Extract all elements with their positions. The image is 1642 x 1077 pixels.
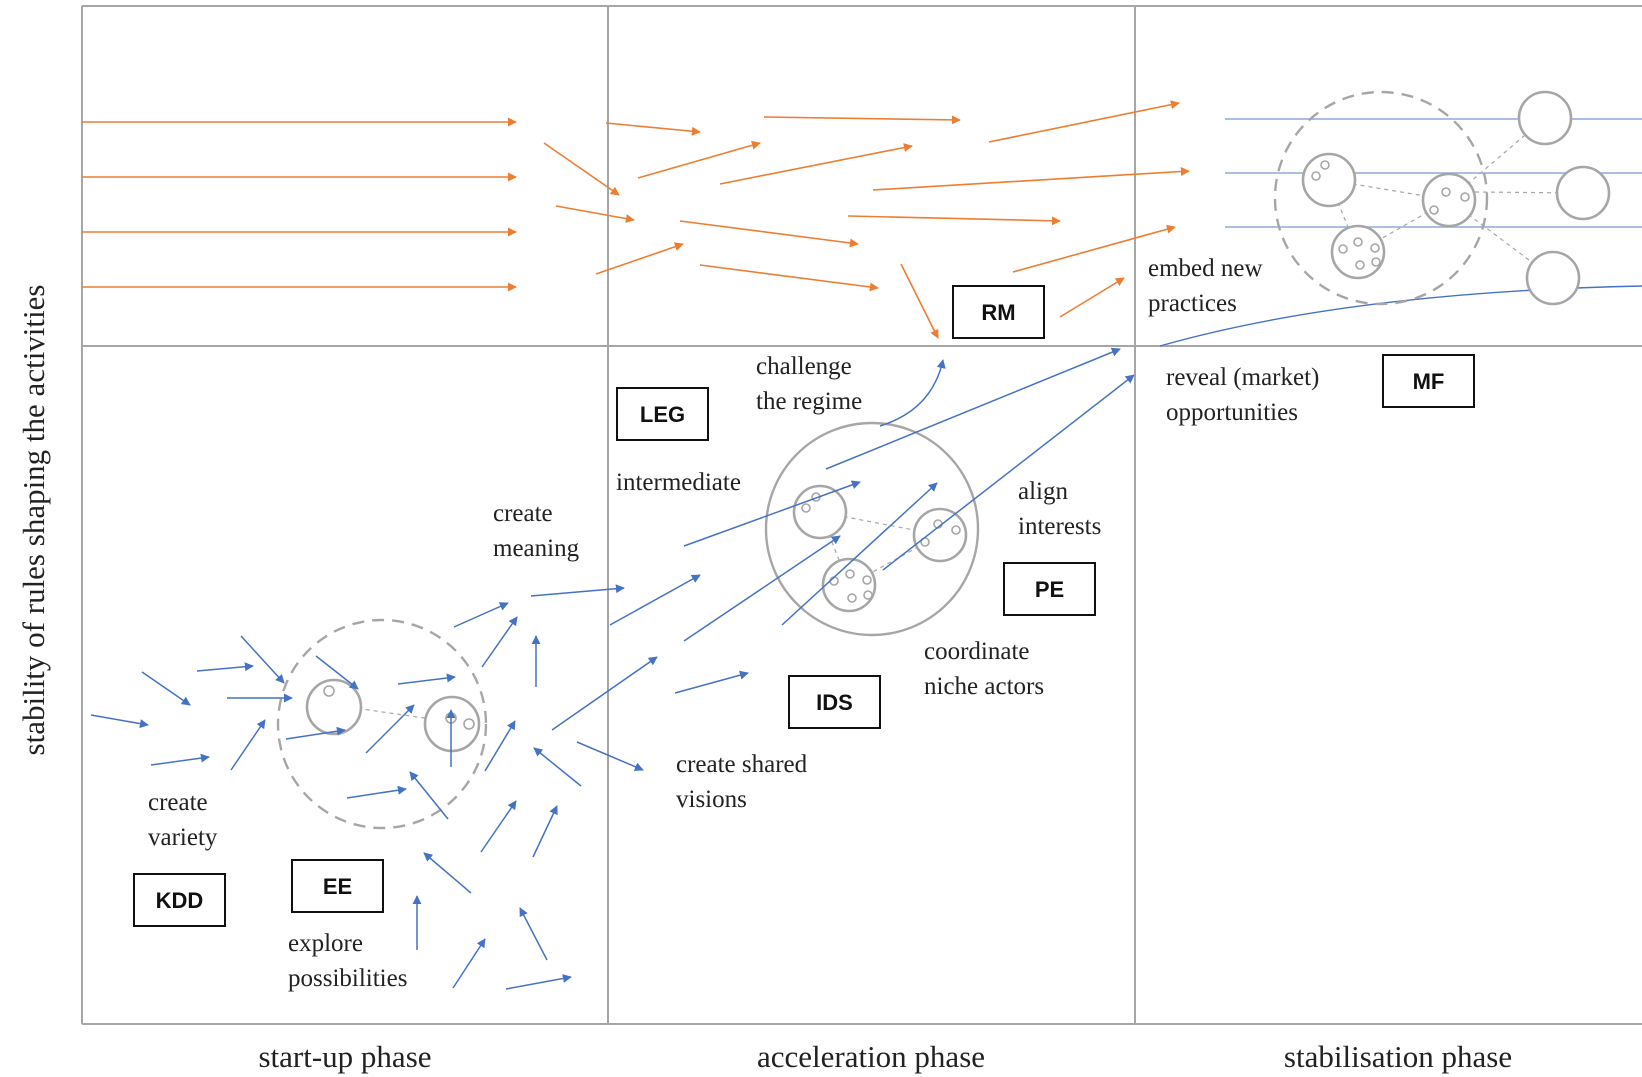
- stabilisation-cluster: [1273, 90, 1611, 306]
- regime-arrow: [595, 242, 684, 275]
- actor-circle: [1517, 90, 1573, 146]
- box-rm-label: RM: [981, 300, 1015, 325]
- regime-arrow: [763, 115, 961, 125]
- intermediate-label: intermediate: [616, 469, 741, 496]
- regime-arrow: [719, 143, 913, 185]
- regime-arrow: [988, 100, 1180, 143]
- regime-arrow: [543, 142, 620, 196]
- regime-arrows: [82, 100, 1190, 339]
- y-axis-label: stability of rules shaping the activitie…: [16, 285, 51, 756]
- grid-frame: [81, 5, 1642, 1025]
- box-leg-label: LEG: [640, 402, 685, 427]
- align-interests-line2: interests: [1018, 513, 1101, 540]
- phase-label-acceleration: acceleration phase: [757, 1039, 985, 1074]
- actor-circle: [423, 695, 481, 753]
- explore-possibilities-line1: explore: [288, 930, 363, 957]
- dashed-network-circle: [1273, 90, 1489, 306]
- box-pe: PE: [1003, 562, 1096, 616]
- regime-arrow: [699, 264, 879, 292]
- box-kdd-label: KDD: [156, 888, 204, 913]
- regime-arrow: [847, 215, 1061, 226]
- box-rm: RM: [952, 285, 1045, 339]
- create-shared-visions-line2: visions: [676, 786, 747, 813]
- challenge-regime-line1: challenge: [756, 353, 852, 380]
- box-kdd: KDD: [133, 873, 226, 927]
- regime-arrow: [1059, 277, 1125, 318]
- align-interests-line1: align: [1018, 478, 1068, 505]
- box-ids: IDS: [788, 675, 881, 729]
- dashed-network-circle: [276, 618, 488, 830]
- reveal-opportunities-line2: opportunities: [1166, 399, 1298, 426]
- challenge-regime-line2: the regime: [756, 388, 862, 415]
- regime-arrow: [872, 166, 1190, 191]
- regime-arrow: [605, 122, 701, 136]
- actor-circle: [305, 678, 363, 736]
- create-variety-line1: create: [148, 789, 208, 816]
- actor-circle: [1301, 152, 1357, 208]
- startup-cluster: [276, 618, 488, 830]
- explore-possibilities-line2: possibilities: [288, 965, 407, 992]
- phase-label-stabilisation: stabilisation phase: [1284, 1039, 1512, 1074]
- create-variety-line2: variety: [148, 824, 218, 851]
- regime-arrow: [1012, 224, 1176, 273]
- phase-label-startup: start-up phase: [258, 1039, 431, 1074]
- actor-circle: [1525, 250, 1581, 306]
- create-shared-visions-line1: create shared: [676, 751, 808, 778]
- embed-new-practices-line1: embed new: [1148, 255, 1263, 282]
- box-mf-label: MF: [1413, 369, 1445, 394]
- box-ee-label: EE: [323, 874, 352, 899]
- box-ee: EE: [291, 859, 384, 913]
- regime-arrow: [555, 205, 635, 223]
- regime-arrow: [637, 140, 761, 179]
- coordinate-niche-line2: niche actors: [924, 673, 1044, 700]
- box-pe-label: PE: [1035, 577, 1064, 602]
- create-meaning-line2: meaning: [493, 535, 580, 562]
- box-ids-label: IDS: [816, 690, 853, 715]
- coordinate-niche-line1: coordinate: [924, 638, 1030, 665]
- annotations: create variety explore possibilities cre…: [148, 255, 1319, 992]
- actor-circle: [912, 507, 968, 563]
- box-mf: MF: [1382, 354, 1475, 408]
- box-leg: LEG: [616, 387, 709, 441]
- niche-arrows: [90, 347, 1135, 990]
- regime-arrow: [679, 220, 859, 248]
- acceleration-cluster: [764, 421, 980, 637]
- actor-circle: [1330, 224, 1386, 280]
- actor-circle: [821, 557, 877, 613]
- regime-arrow: [900, 263, 939, 339]
- network-circle: [764, 421, 980, 637]
- actor-circle: [1555, 165, 1611, 221]
- embed-new-practices-line2: practices: [1148, 290, 1237, 317]
- actor-circle: [792, 484, 848, 540]
- create-meaning-line1: create: [493, 500, 553, 527]
- reveal-opportunities-line1: reveal (market): [1166, 364, 1319, 391]
